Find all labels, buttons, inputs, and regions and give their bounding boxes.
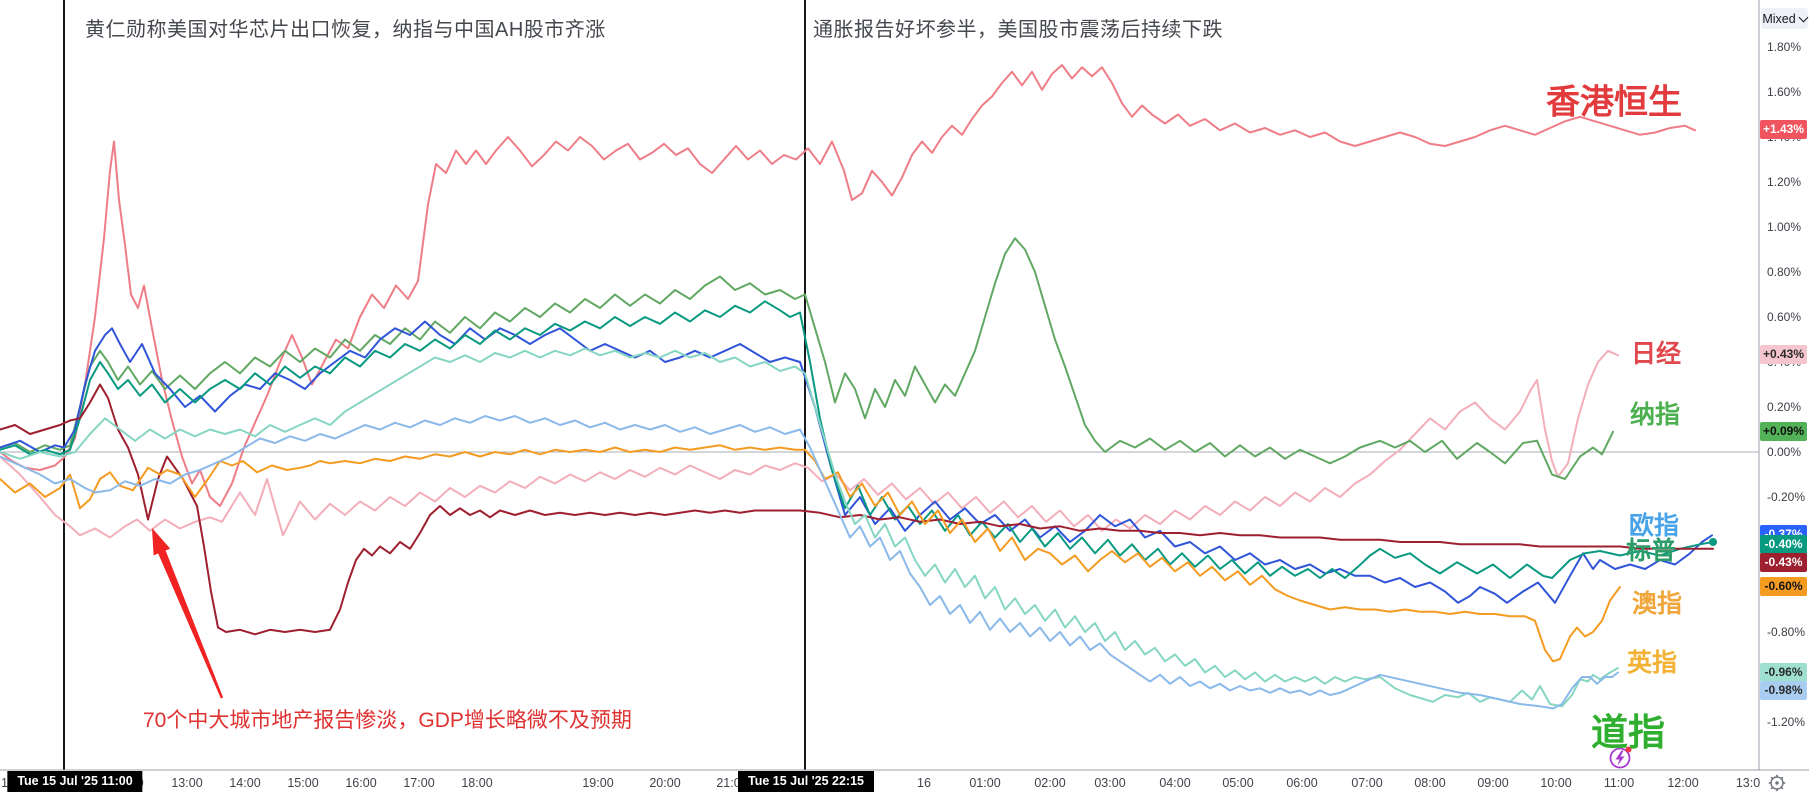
price-badge-nasdaq: +0.09%: [1760, 422, 1807, 441]
series-label-aussie[interactable]: 澳指: [1631, 590, 1683, 618]
price-badge-sp500: -0.40%: [1760, 535, 1807, 554]
series-end-dot-sp500: [1709, 538, 1717, 546]
series-line-sp500: [0, 300, 1714, 579]
price-tick: 1.20%: [1767, 175, 1802, 189]
series-label-hangseng[interactable]: 香港恒生: [1546, 83, 1682, 122]
price-tick: 1.00%: [1767, 220, 1802, 234]
price-tick: -0.80%: [1767, 625, 1806, 639]
series-label-dow[interactable]: 道指: [1591, 712, 1665, 753]
news-annotation-right[interactable]: 通胀报告好坏参半，美国股市震荡后持续下跌: [813, 19, 1223, 41]
series-label-sp500[interactable]: 标普: [1625, 537, 1677, 565]
time-tick: 11:00: [1603, 776, 1635, 790]
china-gdp-annotation[interactable]: 70个中大城市地产报告惨淡，GDP增长略微不及预期: [143, 709, 632, 732]
time-tick: 19:00: [582, 776, 614, 790]
time-marker-badge-1[interactable]: Tue 15 Jul '25 11:00: [7, 771, 143, 792]
series-line-nasdaq: [0, 237, 1614, 480]
price-badge-ftse: -0.96%: [1760, 663, 1807, 682]
price-tick: -0.20%: [1767, 490, 1806, 504]
time-tick: 09:00: [1477, 776, 1509, 790]
scale-mode-button[interactable]: Mixed: [1761, 8, 1809, 29]
series-label-nikkei[interactable]: 日经: [1630, 340, 1682, 368]
time-tick: 14:00: [229, 776, 261, 790]
scale-mode-label: Mixed: [1762, 11, 1796, 26]
series-line-china-a: [0, 383, 1714, 636]
series-line-ftse: [0, 347, 1619, 708]
time-marker-badge-2[interactable]: Tue 15 Jul '25 22:15: [738, 771, 874, 792]
time-tick: 01:00: [969, 776, 1001, 790]
price-badge-hangseng: +1.43%: [1760, 120, 1807, 139]
time-tick: 08:00: [1414, 776, 1446, 790]
chevron-down-icon: [1798, 12, 1809, 22]
time-tick: 04:00: [1159, 776, 1191, 790]
annotation-arrow[interactable]: [152, 528, 224, 699]
time-axis[interactable]: [0, 770, 1809, 798]
time-tick: 17:00: [403, 776, 435, 790]
price-tick: 1.80%: [1767, 40, 1802, 54]
gear-icon-dot: [1775, 781, 1779, 785]
gear-icon-tooth: [1780, 776, 1784, 780]
time-tick: 06:00: [1286, 776, 1318, 790]
time-tick: 16:00: [345, 776, 377, 790]
gear-icon-tooth: [1770, 776, 1774, 780]
notification-dot: [1625, 746, 1632, 753]
news-annotation-left[interactable]: 黄仁勋称美国对华芯片出口恢复，纳指与中国AH股市齐涨: [85, 19, 606, 41]
series-label-nasdaq[interactable]: 纳指: [1629, 401, 1681, 429]
series-line-euro: [0, 320, 1713, 604]
time-tick: 05:00: [1222, 776, 1254, 790]
time-tick: 10:00: [1540, 776, 1572, 790]
series-line-aussie: [0, 444, 1621, 663]
time-tick: 18:00: [461, 776, 493, 790]
time-tick: 20:00: [649, 776, 681, 790]
time-tick: 15:00: [287, 776, 319, 790]
time-tick: 13:00: [171, 776, 203, 790]
time-tick: 13:0: [1735, 776, 1761, 790]
gear-icon-tooth: [1770, 786, 1774, 790]
time-tick: 16: [917, 776, 931, 790]
price-tick: 0.00%: [1767, 445, 1802, 459]
gear-icon-tooth: [1780, 786, 1784, 790]
time-tick: 02:00: [1034, 776, 1066, 790]
time-tick: 03:00: [1094, 776, 1126, 790]
lightning-bolt-icon: [1615, 750, 1625, 766]
series-label-ftse[interactable]: 英指: [1626, 649, 1678, 677]
price-badge-dow: -0.98%: [1760, 681, 1807, 700]
series-line-dow: [0, 415, 1619, 710]
price-tick: 0.60%: [1767, 310, 1802, 324]
price-badge-nikkei: +0.43%: [1760, 345, 1807, 364]
time-tick: 07:00: [1351, 776, 1383, 790]
price-badge-aussie: -0.60%: [1760, 577, 1807, 596]
series-line-hangseng: [0, 64, 1696, 507]
price-axis[interactable]: [1759, 0, 1809, 770]
price-tick: 0.80%: [1767, 265, 1802, 279]
series-line-nikkei: [0, 349, 1619, 539]
price-tick: 1.60%: [1767, 85, 1802, 99]
price-tick: 0.20%: [1767, 400, 1802, 414]
price-tick: -1.20%: [1767, 715, 1806, 729]
price-badge-china-a: -0.43%: [1760, 553, 1807, 572]
time-tick: 12:00: [1667, 776, 1699, 790]
series-label-euro[interactable]: 欧指: [1628, 512, 1680, 540]
